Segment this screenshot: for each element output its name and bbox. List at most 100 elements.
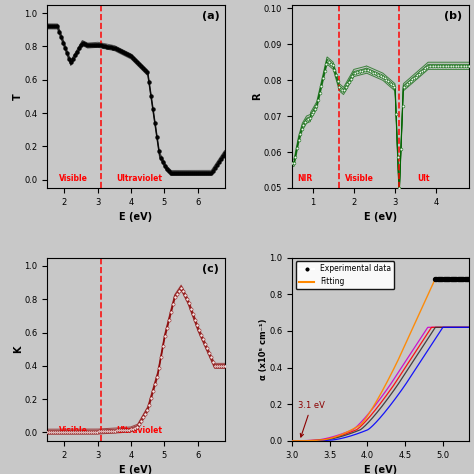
Point	[462, 62, 470, 70]
Text: NIR: NIR	[297, 173, 312, 182]
Point	[141, 66, 149, 74]
Point	[185, 169, 192, 177]
Y-axis label: R: R	[252, 92, 263, 100]
Point	[438, 62, 446, 70]
Point	[54, 23, 61, 30]
Point	[125, 426, 133, 433]
Point	[157, 154, 164, 162]
Point	[73, 428, 81, 436]
Point	[139, 64, 147, 72]
Point	[109, 427, 117, 435]
Point	[72, 52, 79, 59]
Point	[54, 428, 61, 436]
Point	[44, 428, 51, 436]
Point	[105, 43, 113, 51]
Point	[401, 83, 408, 91]
Point	[389, 82, 397, 89]
Point	[177, 169, 185, 177]
Point	[169, 300, 177, 308]
Point	[147, 92, 155, 100]
Point	[90, 428, 97, 436]
Point	[50, 428, 57, 436]
Point	[87, 428, 95, 436]
Point	[121, 426, 129, 434]
Point	[149, 387, 157, 395]
Point	[217, 362, 225, 370]
Point	[324, 57, 332, 65]
X-axis label: E (eV): E (eV)	[364, 212, 397, 222]
X-axis label: E (eV): E (eV)	[364, 465, 397, 474]
Point	[165, 316, 173, 324]
Point	[421, 64, 429, 72]
Point	[209, 358, 217, 365]
Point	[123, 426, 131, 434]
Point	[348, 72, 356, 80]
Point	[157, 353, 164, 361]
Point	[445, 275, 452, 283]
Point	[90, 41, 97, 49]
Point	[155, 147, 163, 155]
Point	[97, 428, 105, 435]
Point	[60, 428, 67, 436]
Point	[463, 275, 471, 283]
Point	[93, 428, 101, 436]
Point	[425, 62, 432, 70]
Point	[143, 69, 151, 76]
Point	[217, 155, 225, 163]
Point	[191, 316, 199, 324]
Point	[301, 118, 309, 126]
Point	[62, 428, 69, 436]
Point	[366, 67, 374, 75]
Point	[353, 68, 361, 76]
Point	[355, 68, 363, 75]
Point	[433, 275, 440, 283]
Point	[450, 275, 458, 283]
Point	[173, 290, 181, 298]
Point	[371, 69, 379, 77]
Point	[129, 425, 137, 432]
Point	[103, 43, 111, 50]
Point	[65, 55, 73, 63]
Point	[363, 66, 371, 73]
Point	[413, 72, 421, 79]
Point	[458, 275, 466, 283]
Point	[386, 79, 393, 86]
Point	[436, 275, 444, 283]
Point	[46, 428, 53, 436]
Point	[462, 275, 470, 283]
Point	[50, 23, 57, 30]
Point	[123, 51, 131, 58]
Point	[100, 42, 107, 50]
Point	[461, 62, 468, 70]
Point	[107, 427, 115, 435]
Point	[338, 86, 346, 94]
Point	[185, 300, 192, 307]
Point	[171, 293, 179, 301]
Point	[311, 105, 319, 112]
Point	[135, 420, 143, 428]
Point	[115, 46, 123, 54]
Point	[47, 428, 55, 436]
Point	[443, 275, 451, 283]
Point	[189, 169, 197, 177]
Point	[70, 428, 77, 436]
Point	[215, 158, 222, 166]
Point	[207, 169, 215, 177]
X-axis label: E (eV): E (eV)	[119, 465, 153, 474]
Point	[91, 41, 99, 49]
Point	[441, 275, 448, 283]
Point	[329, 62, 337, 69]
Point	[163, 324, 171, 332]
Point	[419, 67, 426, 75]
Point	[440, 275, 447, 283]
Point	[308, 110, 315, 118]
Point	[446, 275, 453, 283]
Point	[310, 108, 317, 115]
Point	[342, 83, 349, 91]
Point	[415, 70, 423, 78]
Point	[149, 106, 157, 113]
Point	[183, 295, 191, 302]
Point	[201, 169, 209, 177]
Point	[379, 73, 387, 81]
Point	[143, 407, 151, 414]
